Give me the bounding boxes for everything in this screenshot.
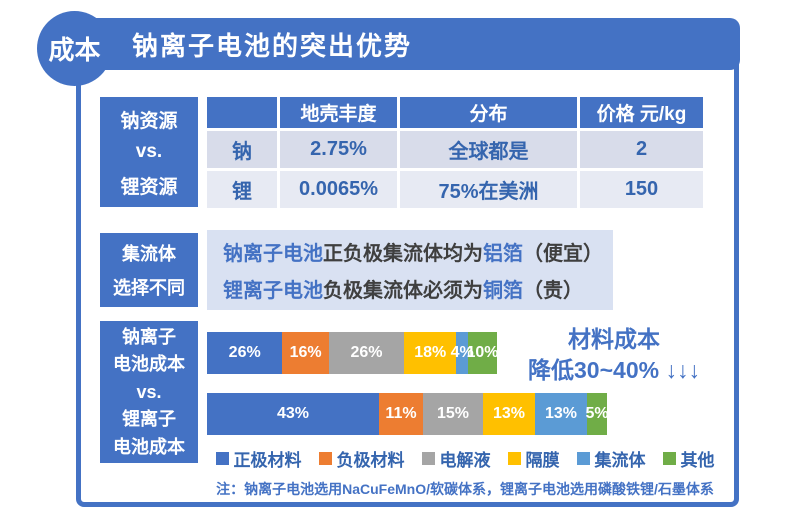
bar-segment-集流体: 4% xyxy=(451,332,474,374)
table-cell: 75%在美洲 xyxy=(400,171,577,208)
legend-label: 正极材料 xyxy=(233,451,302,470)
bar-segment-负极材料: 16% xyxy=(282,332,329,374)
legend-swatch xyxy=(662,452,676,465)
cost-label-box: 钠离子 电池成本 vs. 锂离子 电池成本 xyxy=(100,321,198,463)
cost-badge-circle: 成本 xyxy=(37,11,112,86)
legend-swatch xyxy=(507,452,521,465)
bar-segment-label: 11% xyxy=(385,405,417,422)
legend-label: 负极材料 xyxy=(336,451,405,470)
legend-item: 负极材料 xyxy=(318,446,405,471)
annotation-line-1: 材料成本 xyxy=(568,326,660,352)
bar-segment-label: 15% xyxy=(436,405,470,422)
table-header-cell: 地壳丰度 xyxy=(280,97,397,128)
table-header-cell: 价格 元/kg xyxy=(580,97,703,128)
table-header-cell xyxy=(207,97,277,128)
bar-segment-电解液: 26% xyxy=(328,332,405,374)
table-cell: 150 xyxy=(580,171,703,208)
label-line: 选择不同 xyxy=(113,277,185,298)
label-line: vs. xyxy=(136,381,162,402)
table-cell: 0.0065% xyxy=(280,171,397,208)
bar-segment-label: 26% xyxy=(350,344,383,361)
label-line: 锂资源 xyxy=(120,176,178,198)
bar-segment-label: 5% xyxy=(585,405,609,422)
resource-label-box: 钠资源 vs. 锂资源 xyxy=(100,97,198,207)
plain-text: （贵） xyxy=(523,279,583,302)
legend-swatch xyxy=(215,452,229,465)
legend-label: 集流体 xyxy=(594,451,646,470)
label-line: 锂离子 xyxy=(122,409,176,430)
table-cell: 钠 xyxy=(207,131,277,168)
bar-segment-隔膜: 13% xyxy=(483,393,535,435)
chart-legend: 正极材料 负极材料 电解液 隔膜 集流体 其他 xyxy=(150,446,780,471)
label-line: vs. xyxy=(135,141,163,162)
legend-label: 隔膜 xyxy=(525,451,560,470)
plain-text: 正负极集流体均为 xyxy=(323,243,483,266)
bar-segment-label: 16% xyxy=(289,344,322,361)
legend-swatch xyxy=(421,452,435,465)
table-cell: 锂 xyxy=(207,171,277,208)
legend-label: 其他 xyxy=(680,451,715,470)
label-line: 集流体 xyxy=(122,244,176,265)
label-line: 钠资源 xyxy=(120,110,178,132)
legend-item: 电解液 xyxy=(421,446,491,471)
label-line: 电池成本 xyxy=(113,436,185,457)
bar-segment-label: 43% xyxy=(276,405,310,422)
lithium-cost-bar: 43% 11% 15% 13% 13% 5% xyxy=(207,393,609,435)
bar-segment-集流体: 13% xyxy=(535,393,587,435)
bar-segment-label: 18% xyxy=(414,344,447,361)
resource-table: 地壳丰度 分布 价格 元/kg 钠 2.75% 全球都是 2 锂 0.0065% 75%在美洲 15… xyxy=(207,97,703,208)
bar-segment-label: 26% xyxy=(228,344,261,361)
legend-item: 集流体 xyxy=(576,446,646,471)
sodium-cost-bar: 26% 16% 26% 18% 4% 10% xyxy=(207,332,499,374)
title-banner: 钠离子电池的突出优势 xyxy=(74,18,740,70)
bar-segment-正极材料: 43% xyxy=(207,393,379,435)
bar-segment-隔膜: 18% xyxy=(404,332,457,374)
slide-title: 钠离子电池的突出优势 xyxy=(132,30,413,61)
cost-badge-label: 成本 xyxy=(48,35,101,65)
bar-segment-label: 13% xyxy=(492,405,526,422)
footnote: 注：钠离子电池选用NaCuFeMnO/软碳体系，锂离子电池选用磷酸铁锂/石墨体系 xyxy=(216,481,714,497)
material-cost-annotation: 材料成本 降低30~40% ↓↓↓ xyxy=(500,324,728,386)
annotation-line-2: 降低30~40% ↓↓↓ xyxy=(528,357,700,384)
legend-label: 电解液 xyxy=(439,451,491,470)
legend-item: 正极材料 xyxy=(215,446,302,471)
legend-swatch xyxy=(576,452,590,465)
legend-swatch xyxy=(318,452,332,465)
collector-label-box: 集流体 选择不同 xyxy=(100,233,198,307)
table-cell: 全球都是 xyxy=(400,131,577,168)
bar-segment-正极材料: 26% xyxy=(207,332,283,374)
plain-text: （便宜） xyxy=(523,243,603,266)
bar-segment-电解液: 15% xyxy=(423,393,483,435)
table-header-cell: 分布 xyxy=(400,97,577,128)
legend-item: 隔膜 xyxy=(507,446,560,471)
collector-line: 钠离子电池正负极集流体均为铝箔（便宜） xyxy=(223,237,613,266)
plain-text: 负极集流体必须为 xyxy=(323,279,483,302)
table-cell: 2 xyxy=(580,131,703,168)
bar-segment-其他: 5% xyxy=(585,393,609,435)
emphasis-text: 锂离子电池 xyxy=(223,279,323,302)
emphasis-text: 铜箔 xyxy=(483,279,523,302)
label-line: 电池成本 xyxy=(113,354,185,375)
legend-item: 其他 xyxy=(662,446,715,471)
bar-segment-label: 10% xyxy=(466,344,499,361)
bar-segment-其他: 10% xyxy=(466,332,499,374)
table-cell: 2.75% xyxy=(280,131,397,168)
bar-segment-负极材料: 11% xyxy=(379,393,423,435)
collector-line: 锂离子电池负极集流体必须为铜箔（贵） xyxy=(223,274,613,303)
emphasis-text: 铝箔 xyxy=(483,243,523,266)
bar-segment-label: 13% xyxy=(544,405,578,422)
bar-segment-label: 4% xyxy=(450,344,474,361)
emphasis-text: 钠离子电池 xyxy=(223,243,323,266)
collector-panel: 钠离子电池正负极集流体均为铝箔（便宜） 锂离子电池负极集流体必须为铜箔（贵） xyxy=(207,230,613,310)
label-line: 钠离子 xyxy=(122,326,176,347)
